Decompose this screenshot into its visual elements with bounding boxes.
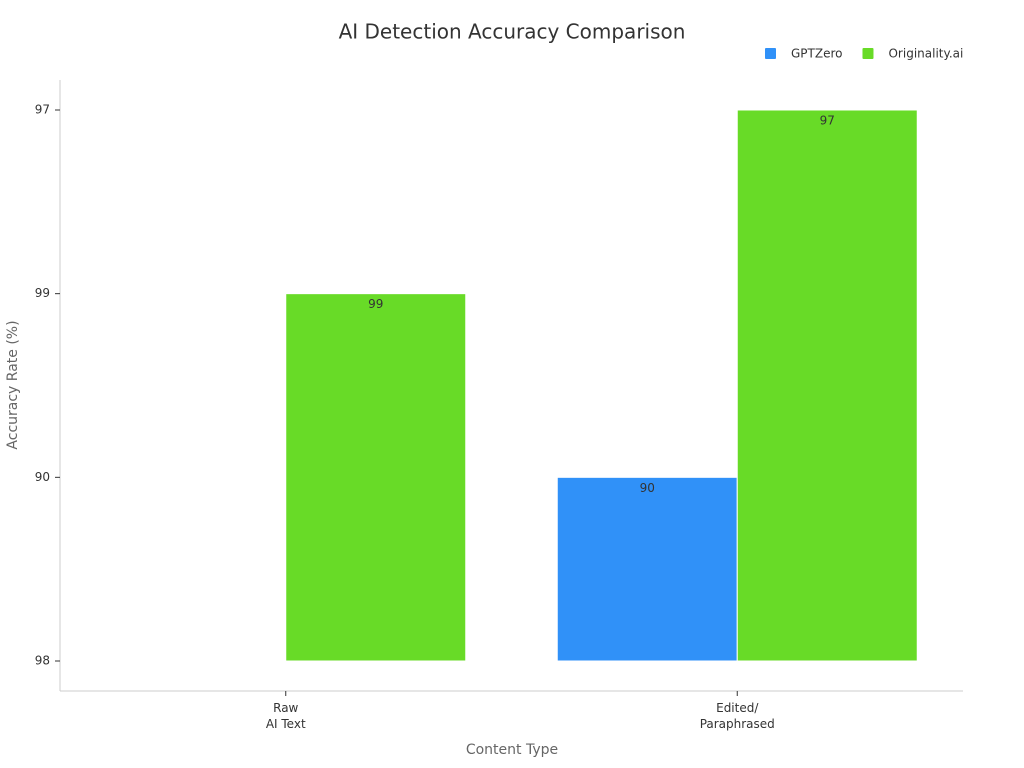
x-axis-title: Content Type [466,742,558,758]
legend-label: GPTZero [791,47,842,61]
bar [556,476,738,662]
legend-swatch [765,48,776,59]
legend-swatch [862,48,874,59]
bar [285,293,467,662]
y-axis-title: Accuracy Rate (%) [5,320,21,449]
y-tick-label: 90 [35,470,50,484]
y-tick-label: 98 [35,654,50,668]
x-tick-label: Raw AI Text [266,701,306,731]
legend-label: Originality.ai [888,47,963,61]
data-label: 99 [368,297,383,311]
data-label: 97 [820,113,835,127]
x-tick-label: Edited/Paraphrased [700,701,775,731]
y-tick-label: 97 [35,102,50,116]
data-label: 90 [640,481,655,495]
bar [736,109,918,662]
y-tick-label: 99 [35,286,50,300]
chart-title: AI Detection Accuracy Comparison [339,20,686,44]
